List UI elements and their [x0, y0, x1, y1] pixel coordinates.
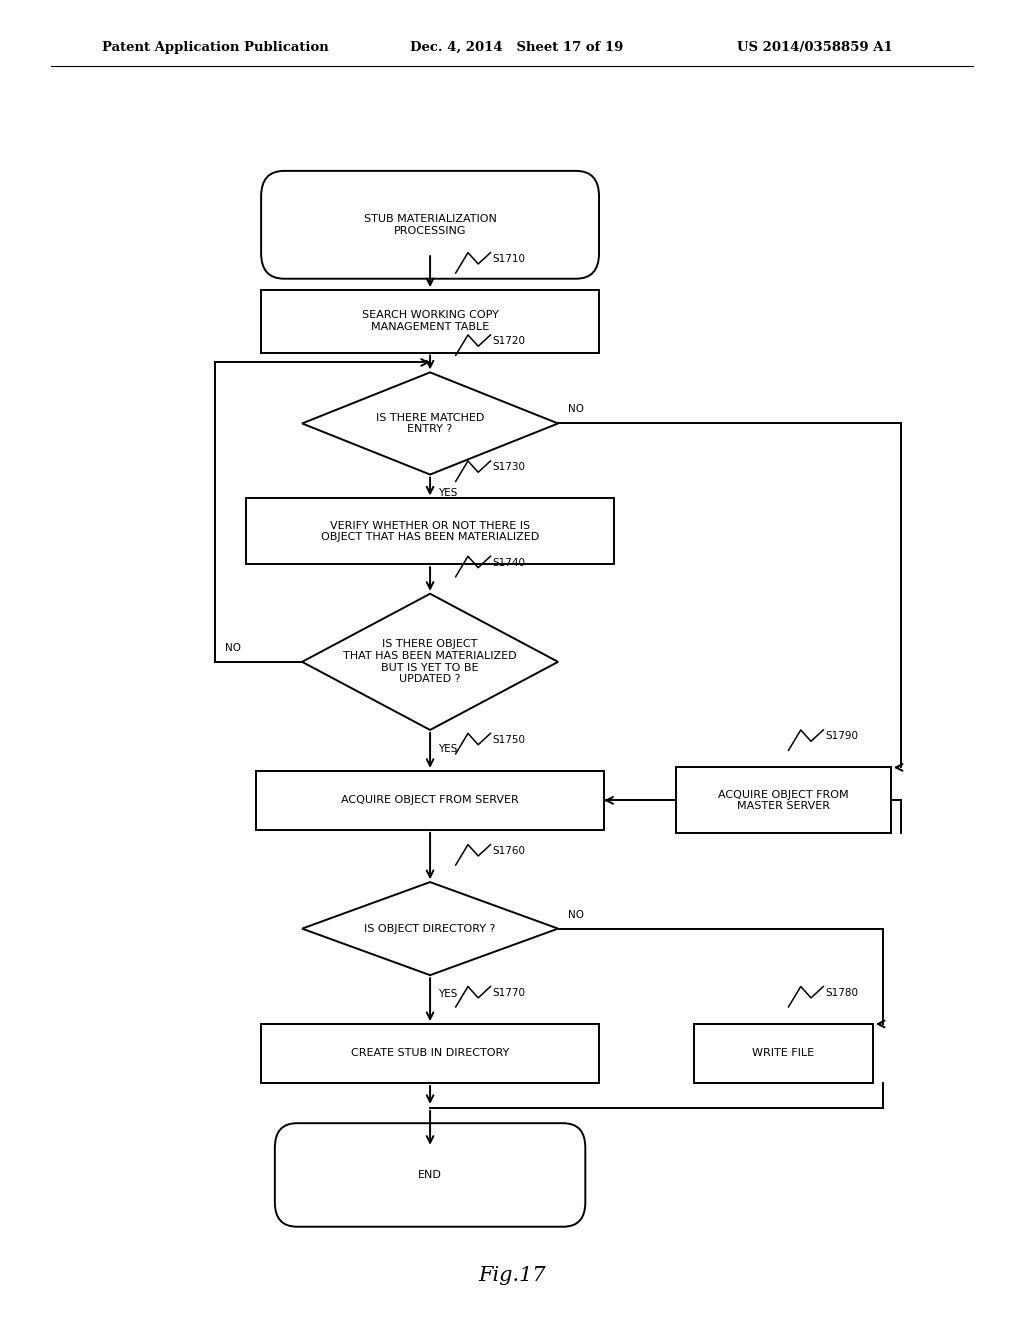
- Text: NO: NO: [225, 643, 242, 653]
- FancyBboxPatch shape: [261, 170, 599, 279]
- Text: S1790: S1790: [825, 731, 858, 742]
- Text: IS THERE OBJECT
THAT HAS BEEN MATERIALIZED
BUT IS YET TO BE
UPDATED ?: IS THERE OBJECT THAT HAS BEEN MATERIALIZ…: [343, 639, 517, 684]
- Text: S1730: S1730: [493, 462, 525, 473]
- Bar: [256, 771, 604, 830]
- Text: S1760: S1760: [493, 846, 525, 855]
- Polygon shape: [302, 594, 558, 730]
- Text: US 2014/0358859 A1: US 2014/0358859 A1: [737, 41, 893, 54]
- Text: S1720: S1720: [493, 337, 525, 346]
- Polygon shape: [302, 882, 558, 975]
- Text: IS OBJECT DIRECTORY ?: IS OBJECT DIRECTORY ?: [365, 924, 496, 933]
- Text: CREATE STUB IN DIRECTORY: CREATE STUB IN DIRECTORY: [351, 1048, 509, 1059]
- Text: ACQUIRE OBJECT FROM SERVER: ACQUIRE OBJECT FROM SERVER: [341, 796, 519, 805]
- Text: END: END: [418, 1170, 442, 1180]
- Bar: [246, 499, 614, 564]
- Text: YES: YES: [438, 488, 458, 498]
- Text: STUB MATERIALIZATION
PROCESSING: STUB MATERIALIZATION PROCESSING: [364, 214, 497, 235]
- Text: ACQUIRE OBJECT FROM
MASTER SERVER: ACQUIRE OBJECT FROM MASTER SERVER: [718, 789, 849, 812]
- Text: YES: YES: [438, 743, 458, 754]
- FancyBboxPatch shape: [274, 1123, 586, 1226]
- Text: Patent Application Publication: Patent Application Publication: [102, 41, 329, 54]
- Text: S1750: S1750: [493, 735, 525, 744]
- Text: S1740: S1740: [493, 557, 525, 568]
- Text: IS THERE MATCHED
ENTRY ?: IS THERE MATCHED ENTRY ?: [376, 413, 484, 434]
- Text: NO: NO: [568, 404, 585, 414]
- Text: S1780: S1780: [825, 987, 858, 998]
- Text: SEARCH WORKING COPY
MANAGEMENT TABLE: SEARCH WORKING COPY MANAGEMENT TABLE: [361, 310, 499, 333]
- Text: VERIFY WHETHER OR NOT THERE IS
OBJECT THAT HAS BEEN MATERIALIZED: VERIFY WHETHER OR NOT THERE IS OBJECT TH…: [321, 520, 540, 543]
- Bar: [694, 1024, 872, 1082]
- Bar: [261, 1024, 599, 1082]
- Bar: [261, 290, 599, 352]
- Text: Dec. 4, 2014   Sheet 17 of 19: Dec. 4, 2014 Sheet 17 of 19: [410, 41, 623, 54]
- Text: S1770: S1770: [493, 987, 525, 998]
- Text: S1710: S1710: [493, 253, 525, 264]
- Bar: [676, 767, 891, 833]
- Polygon shape: [302, 372, 558, 475]
- Text: Fig.17: Fig.17: [478, 1266, 546, 1284]
- Text: YES: YES: [438, 989, 458, 999]
- Text: WRITE FILE: WRITE FILE: [753, 1048, 814, 1059]
- Text: NO: NO: [568, 909, 585, 920]
